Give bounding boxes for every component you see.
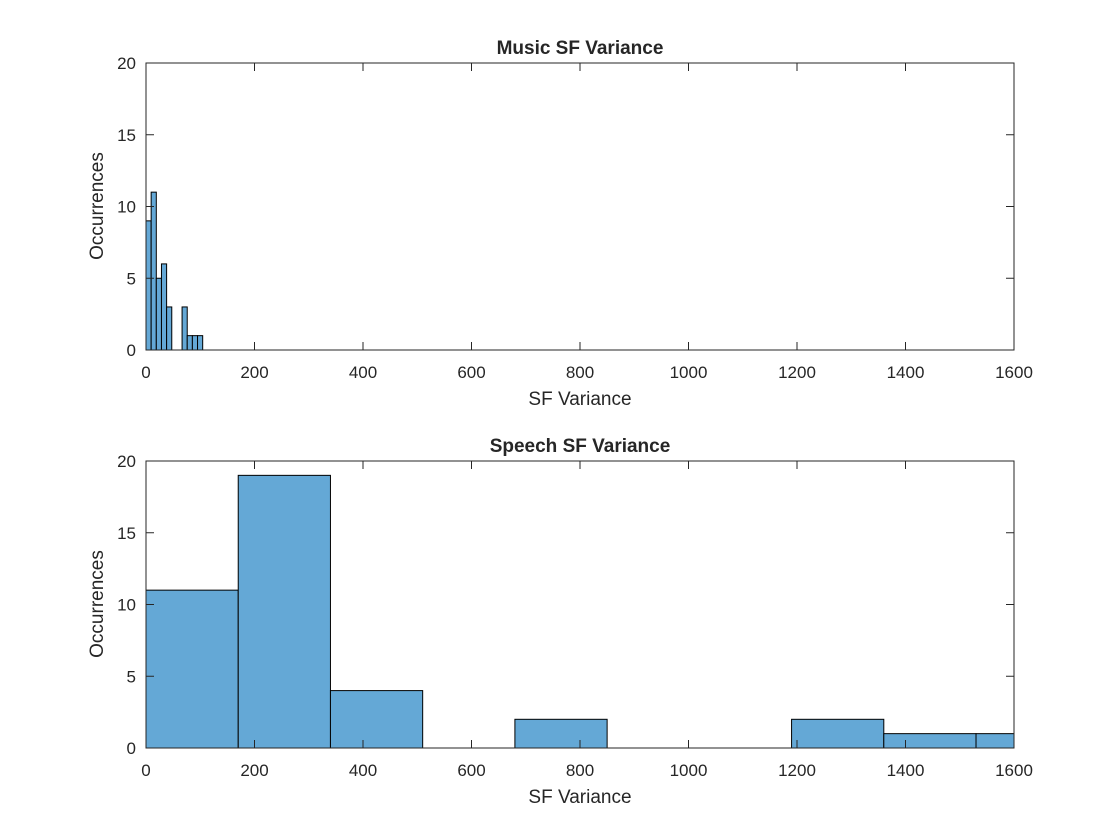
x-tick-label: 400 xyxy=(349,363,377,382)
histogram-bar xyxy=(186,335,193,351)
histogram-bar xyxy=(191,335,199,351)
y-tick-label: 0 xyxy=(127,341,136,360)
music-histogram-axes: Music SF Variance SF Variance Occurrence… xyxy=(87,38,1033,410)
x-tick-label: 1600 xyxy=(995,761,1033,780)
x-tick-label: 800 xyxy=(566,761,594,780)
histogram-bar xyxy=(197,335,204,351)
chart-title: Speech SF Variance xyxy=(490,436,671,457)
y-tick-label: 5 xyxy=(127,667,136,686)
x-tick-label: 0 xyxy=(141,363,150,382)
y-tick-label: 20 xyxy=(117,54,136,73)
x-tick-label: 1000 xyxy=(670,363,708,382)
y-tick-label: 15 xyxy=(117,524,136,543)
x-axis-label: SF Variance xyxy=(528,787,631,808)
x-tick-label: 1000 xyxy=(670,761,708,780)
y-axis-label: Occurrences xyxy=(87,152,108,260)
histogram-bar xyxy=(883,733,977,749)
x-tick-label: 400 xyxy=(349,761,377,780)
histogram-bar xyxy=(155,277,162,351)
bar-group xyxy=(145,474,1015,749)
x-axis-label: SF Variance xyxy=(528,389,631,410)
y-tick-label: 10 xyxy=(117,596,136,615)
y-tick-label: 5 xyxy=(127,269,136,288)
y-tick-label: 0 xyxy=(127,739,136,758)
x-tick-label: 1200 xyxy=(778,761,816,780)
speech-histogram-axes: Speech SF Variance SF Variance Occurrenc… xyxy=(87,436,1033,808)
tick-group: 0 200 400 600 800 1000 1200 1400 1600 0 5 10 15 20 xyxy=(117,54,1033,382)
histogram-bar xyxy=(150,191,157,351)
axes-box xyxy=(145,460,1015,749)
x-tick-label: 1400 xyxy=(887,761,925,780)
x-tick-label: 1600 xyxy=(995,363,1033,382)
histogram-bar xyxy=(181,306,188,351)
histogram-bar xyxy=(145,589,239,749)
histogram-bar xyxy=(145,220,152,351)
axes-box xyxy=(145,62,1015,351)
x-tick-label: 200 xyxy=(240,363,268,382)
histogram-bar xyxy=(514,718,608,749)
x-tick-label: 1200 xyxy=(778,363,816,382)
x-tick-label: 1400 xyxy=(887,363,925,382)
y-tick-label: 10 xyxy=(117,198,136,217)
x-tick-label: 0 xyxy=(141,761,150,780)
x-tick-label: 800 xyxy=(566,363,594,382)
histogram-bar xyxy=(975,733,1015,749)
y-axis-label: Occurrences xyxy=(87,550,108,658)
histogram-bar xyxy=(160,263,168,351)
y-tick-label: 15 xyxy=(117,126,136,145)
histogram-bar xyxy=(166,306,173,351)
x-tick-label: 600 xyxy=(457,761,485,780)
histogram-bar xyxy=(329,690,424,749)
x-tick-label: 600 xyxy=(457,363,485,382)
histogram-bar xyxy=(791,718,885,749)
histogram-bar xyxy=(237,474,331,749)
chart-title: Music SF Variance xyxy=(497,38,664,59)
y-tick-label: 20 xyxy=(117,452,136,471)
x-tick-label: 200 xyxy=(240,761,268,780)
